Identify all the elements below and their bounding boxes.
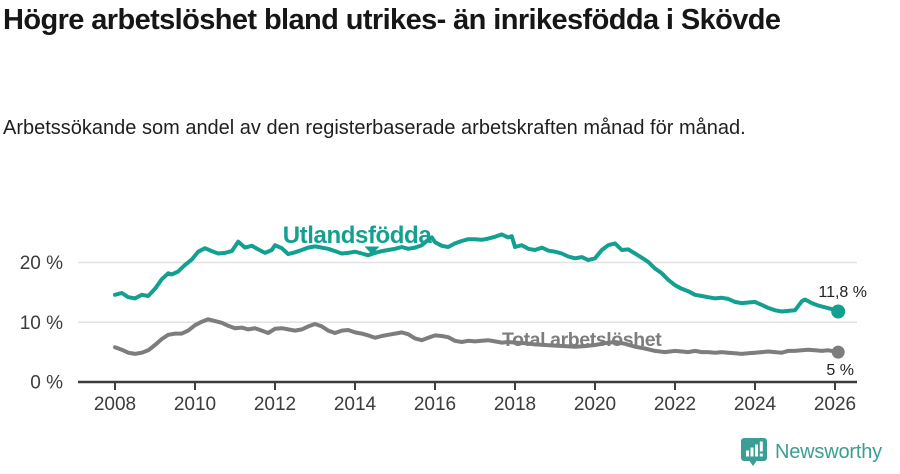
x-tick-label-2018: 2018 (494, 394, 536, 415)
x-tick-label-2010: 2010 (174, 394, 216, 415)
logo-exclamation-dot (759, 453, 763, 457)
end-value-label-utlandsfodda: 11,8 % (818, 284, 867, 301)
x-tick-label-2014: 2014 (334, 394, 377, 415)
series-line-utlandsfodda (113, 232, 841, 314)
footer-branding: Newsworthy (740, 437, 882, 467)
series-pointer-caret-icon (364, 246, 380, 255)
x-tick-label-2024: 2024 (734, 394, 777, 415)
series-label-utlandsfodda: Utlandsfödda (283, 222, 433, 249)
x-tick-label-2022: 2022 (654, 394, 696, 415)
plot-layer: 2008 2010 2012 2014 2016 2018 2020 2022 2024 2026… (20, 232, 857, 415)
logo-bar-2 (750, 447, 754, 457)
chart-header: Högre arbetslöshet bland utrikes- än inr… (3, 4, 873, 38)
end-value-label-total: 5 % (826, 362, 854, 379)
logo-exclamation-stem (759, 441, 763, 452)
chart-subtitle: Arbetssökande som andel av den registerb… (3, 117, 746, 139)
x-tick-label-2020: 2020 (574, 394, 616, 415)
brand-name: Newsworthy (775, 440, 882, 463)
logo-bar-3 (755, 444, 758, 457)
series-line-total-arbetsloshet (113, 317, 841, 356)
x-tick-label-2016: 2016 (414, 394, 456, 415)
logo-bubble-shape (741, 438, 767, 466)
series-end-dot-total-arbetsloshet (831, 345, 845, 359)
newsworthy-logo-icon (741, 438, 767, 466)
chart-title: Högre arbetslöshet bland utrikes- än inr… (3, 4, 781, 36)
x-tick-label-2012: 2012 (254, 394, 296, 415)
series-label-total-arbetsloshet: Total arbetslöshet (502, 329, 662, 351)
series-end-dot-utlandsfodda (831, 304, 846, 319)
x-tick-label-2026: 2026 (814, 394, 856, 415)
y-tick-label-20: 20 % (20, 253, 63, 274)
y-tick-label-0: 0 % (30, 373, 63, 394)
logo-bar-1 (746, 450, 749, 457)
y-tick-label-10: 10 % (20, 313, 63, 334)
x-tick-label-2008: 2008 (94, 394, 136, 415)
